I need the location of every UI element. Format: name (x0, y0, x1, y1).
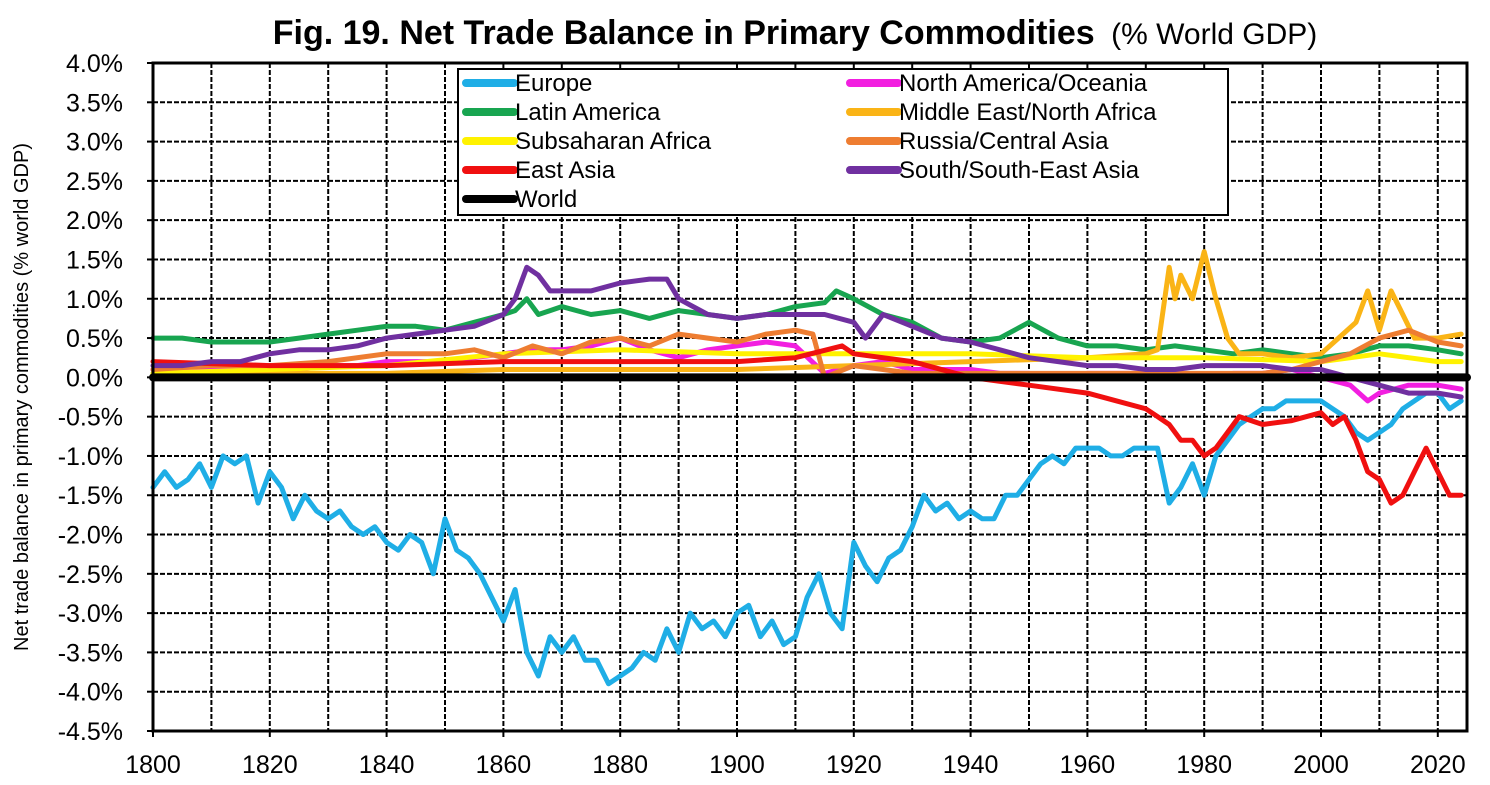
y-tick-label: 1.0% (66, 286, 123, 314)
x-tick-label: 1880 (592, 751, 648, 779)
y-tick-label: 0.5% (66, 325, 123, 353)
legend-label-europe: Europe (515, 70, 592, 97)
legend-label-subsaharan-africa: Subsaharan Africa (515, 128, 712, 155)
y-axis-label: Net trade balance in primary commodities… (11, 143, 33, 651)
legend-label-middle-east-north-africa: Middle East/North Africa (899, 99, 1157, 126)
y-tick-label: -1.0% (58, 443, 123, 471)
gridlines (153, 62, 1467, 732)
x-tick-label: 1800 (125, 751, 181, 779)
legend-label-north-america-oceania: North America/Oceania (899, 70, 1148, 97)
series-line-middle-east-north-africa (150, 249, 1464, 376)
y-tick-label: -1.5% (58, 482, 123, 510)
y-tick-label: 2.5% (66, 168, 123, 196)
y-tick-label: 3.5% (66, 89, 123, 117)
x-tick-label: 2020 (1410, 751, 1466, 779)
plot-area-frame (151, 61, 1469, 733)
x-tick-label: 1900 (709, 751, 765, 779)
y-tick-label: -3.5% (58, 639, 123, 667)
x-tick-label: 1960 (1060, 751, 1116, 779)
y-tick-label: 2.0% (66, 207, 123, 235)
series-line-south-south-east-asia (150, 264, 1464, 400)
series-line-east-asia (150, 343, 1464, 506)
legend-label-east-asia: East Asia (515, 157, 616, 184)
series-layer (149, 249, 1471, 687)
x-tick-label: 1840 (359, 751, 415, 779)
series-line-europe (150, 390, 1464, 687)
y-tick-label: 3.0% (66, 129, 123, 157)
x-tick-label: 1980 (1176, 751, 1232, 779)
chart-title: Fig. 19. Net Trade Balance in Primary Co… (273, 14, 1318, 52)
y-tick-label: -0.5% (58, 404, 123, 432)
x-tick-label: 1820 (242, 751, 298, 779)
y-tick-label: -2.0% (58, 522, 123, 550)
y-tick-label: -4.0% (58, 679, 123, 707)
x-tick-label: 1920 (826, 751, 882, 779)
y-tick-label: -2.5% (58, 561, 123, 589)
y-tick-label: -4.5% (58, 718, 123, 746)
legend-box (457, 68, 1229, 216)
series-line-latin-america (150, 288, 1464, 361)
y-tick-label: 1.5% (66, 246, 123, 274)
legend: Europe North America/Oceania Latin America… (457, 68, 1229, 216)
y-axis: 4.0% 3.5% 3.0% 2.5% 2.0% 1.5% 1.0% 0.5% 0.0% -0.5… (58, 50, 153, 746)
y-tick-label: 4.0% (66, 50, 123, 78)
x-axis: 1800 1820 1840 1860 1880 1900 1920 1940 1960 1980… (125, 731, 1466, 779)
x-tick-label: 1860 (476, 751, 532, 779)
y-tick-label: 0.0% (66, 364, 123, 392)
x-tick-label: 2000 (1293, 751, 1349, 779)
series-line-russia-central-asia (150, 327, 1464, 380)
chart-subtitle: (% World GDP) (1111, 18, 1317, 51)
chart-title-main: Fig. 19. Net Trade Balance in Primary Co… (273, 14, 1095, 52)
legend-label-world: World (515, 186, 577, 213)
legend-label-latin-america: Latin America (515, 99, 661, 126)
y-tick-label: -3.0% (58, 600, 123, 628)
legend-label-russia-central-asia: Russia/Central Asia (899, 128, 1109, 155)
x-tick-label: 1940 (943, 751, 999, 779)
legend-label-south-south-east-asia: South/South-East Asia (899, 157, 1140, 184)
